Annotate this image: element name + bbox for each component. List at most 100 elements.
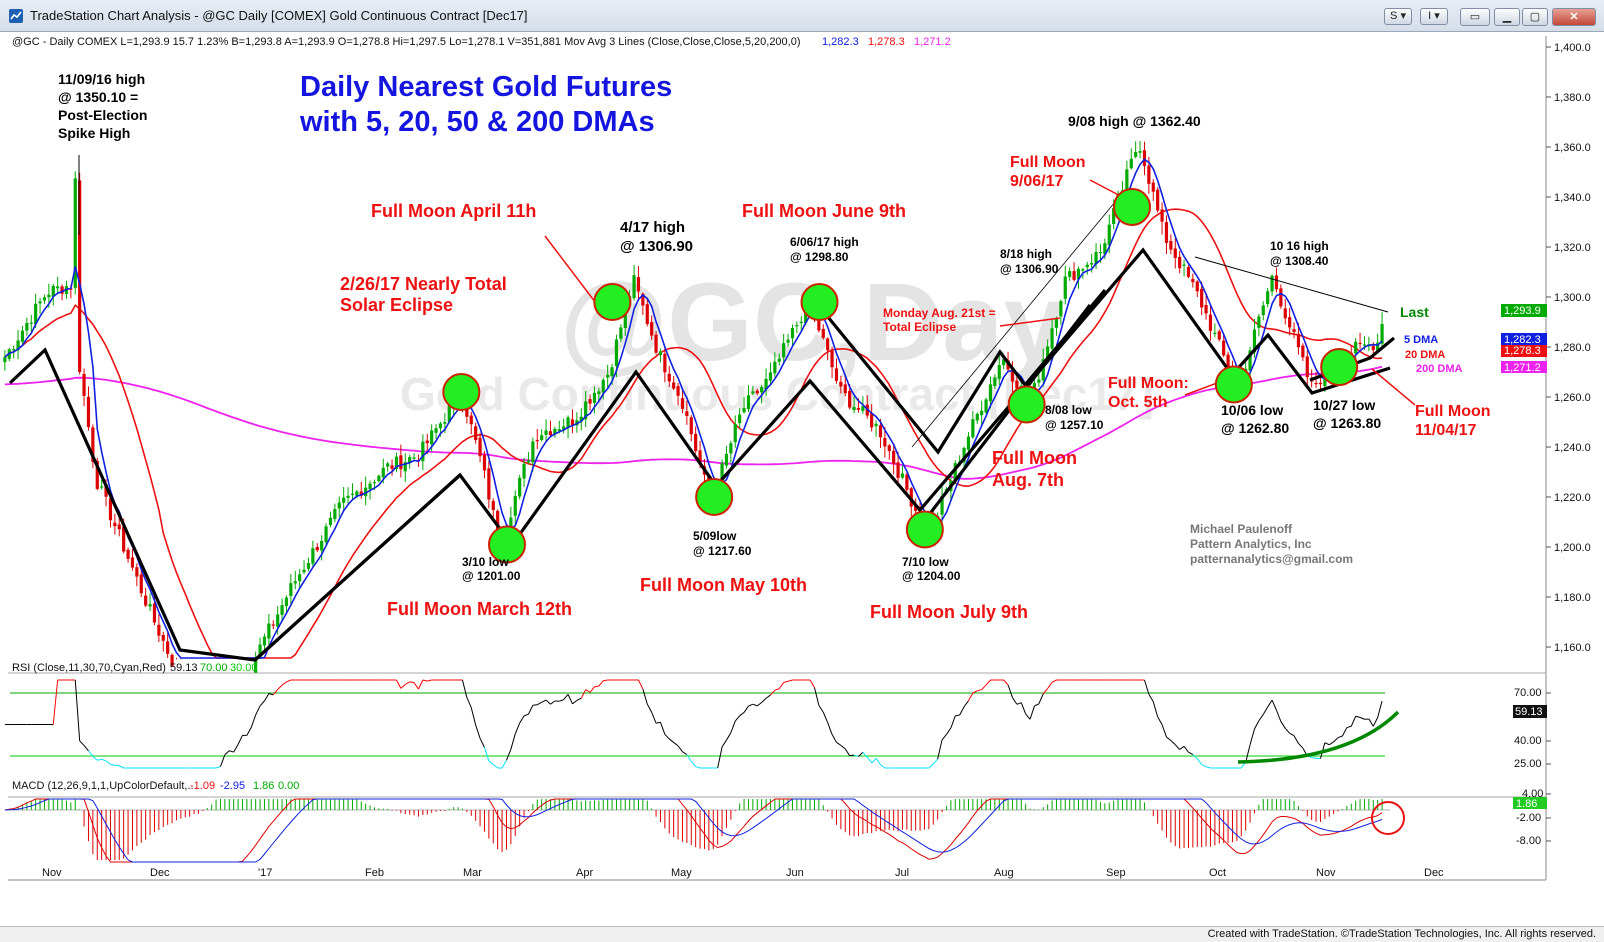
x-label-oct: Oct	[1209, 867, 1226, 879]
apr17-high-line2: @ 1306.90	[620, 238, 693, 255]
candle-body	[1252, 329, 1257, 353]
chart-title-line1: Daily Nearest Gold Futures	[300, 71, 672, 103]
x-label-sep: Sep	[1106, 867, 1126, 879]
rsi-segment	[977, 689, 982, 692]
price-tick-label: 1,200.0	[1554, 542, 1591, 554]
candle-body	[25, 322, 29, 331]
rsi-segment	[92, 755, 98, 761]
rsi-segment	[858, 751, 864, 757]
oct06-low-line2: @ 1262.80	[1221, 420, 1289, 436]
candle-body	[1358, 342, 1362, 345]
rsi-tick-25: 25.00	[1514, 758, 1542, 770]
candle-body	[1164, 222, 1169, 243]
full-moon-marker	[800, 283, 839, 321]
candle-body	[839, 381, 843, 387]
macd-value-tag: 1.86	[1513, 797, 1547, 810]
x-label-aug: Aug	[994, 867, 1014, 879]
rsi-segment	[1174, 744, 1181, 750]
candle-body	[1261, 305, 1265, 316]
rsi-segment	[726, 732, 732, 741]
credit-name: Michael Paulenoff	[1190, 522, 1293, 536]
candle-body	[95, 460, 99, 489]
candle-body	[161, 634, 165, 641]
candle-body	[619, 327, 623, 339]
price-tick-label: 1,160.0	[1554, 642, 1591, 654]
candle-body	[394, 456, 399, 469]
price-tick-label: 1,340.0	[1554, 192, 1591, 204]
maximize-icon: ▢	[1529, 11, 1541, 23]
rsi-segment	[1368, 718, 1374, 727]
candle-body	[359, 491, 363, 496]
mar10-low-line2: @ 1201.00	[462, 569, 521, 583]
rsi-segment	[559, 699, 564, 702]
rsi-segment	[255, 705, 261, 716]
candle-body	[636, 277, 641, 292]
candle-body	[430, 430, 434, 445]
rsi-segment	[396, 679, 402, 689]
maximize-button[interactable]: ▢	[1522, 8, 1548, 26]
rsi-segment	[937, 739, 943, 760]
candle-body	[51, 285, 55, 297]
candle-body	[724, 453, 729, 466]
candle-body	[346, 495, 350, 498]
rsi-segment	[959, 706, 965, 716]
ma200-price-tag: 1,271.2	[1501, 361, 1547, 374]
rsi-segment	[659, 722, 666, 735]
rsi-segment	[563, 694, 569, 700]
s-menu-button[interactable]: S ▾	[1384, 8, 1412, 25]
rsi-segment	[686, 754, 692, 762]
candle-body	[900, 473, 905, 478]
candle-body	[848, 390, 852, 408]
candle-body	[1222, 340, 1226, 356]
moon-april-label: Full Moon April 11h	[371, 201, 536, 221]
candle-body	[412, 457, 416, 459]
rsi-segment	[1143, 679, 1150, 695]
candle-body	[843, 384, 847, 394]
candle-body	[381, 467, 385, 478]
candle-body	[104, 484, 108, 497]
i-menu-button[interactable]: I ▾	[1420, 8, 1448, 25]
candle-body	[306, 562, 311, 569]
macd-signal-line	[4, 798, 1383, 863]
rsi-segment	[74, 679, 81, 741]
candle-body	[984, 399, 988, 413]
rsi-overbought-value: 70.00	[200, 662, 228, 674]
dock-button[interactable]: ▭	[1460, 8, 1490, 26]
candle-body	[1204, 304, 1208, 314]
rsi-segment	[1012, 697, 1018, 705]
rsi-segment	[83, 745, 89, 752]
candle-body	[584, 401, 588, 420]
rsi-segment	[668, 738, 674, 743]
moon-oct-line1: Full Moon:	[1108, 375, 1189, 392]
candle-body	[298, 574, 302, 582]
candle-body	[861, 406, 865, 411]
candle-body	[623, 306, 627, 329]
window-titlebar: TradeStation Chart Analysis - @GC Daily …	[0, 0, 1604, 32]
rsi-segment	[1280, 721, 1286, 729]
candle-body	[1050, 328, 1054, 349]
ma200-price-tag-text: 1,271.2	[1504, 362, 1541, 374]
rsi-segment	[483, 747, 490, 762]
macd-label: MACD (12,26,9,1,1,UpColorDefault,...	[12, 780, 197, 792]
rsi-segment	[475, 724, 481, 739]
rsi-segment	[1183, 746, 1189, 753]
candle-body	[975, 413, 979, 421]
candle-body	[324, 526, 328, 543]
rsi-segment	[673, 742, 679, 747]
rsi-segment	[950, 715, 956, 729]
rsi-segment	[1201, 764, 1207, 768]
candle-body	[610, 367, 614, 377]
rsi-segment	[1337, 735, 1343, 739]
rsi-segment	[1047, 682, 1053, 689]
candle-body	[377, 475, 381, 482]
last-price-tag-text: 1,293.9	[1504, 305, 1541, 317]
minimize-button[interactable]: ▁	[1494, 8, 1520, 26]
candle-body	[953, 463, 957, 482]
candle-body	[680, 398, 685, 409]
candle-body	[1301, 345, 1305, 358]
rsi-segment	[822, 712, 829, 723]
chart-area[interactable]: @GC - Daily COMEX L=1,293.9 15.7 1.23% B…	[0, 32, 1604, 926]
close-button[interactable]: ✕	[1552, 8, 1596, 26]
candle-body	[526, 460, 531, 463]
rsi-segment	[1324, 742, 1330, 746]
